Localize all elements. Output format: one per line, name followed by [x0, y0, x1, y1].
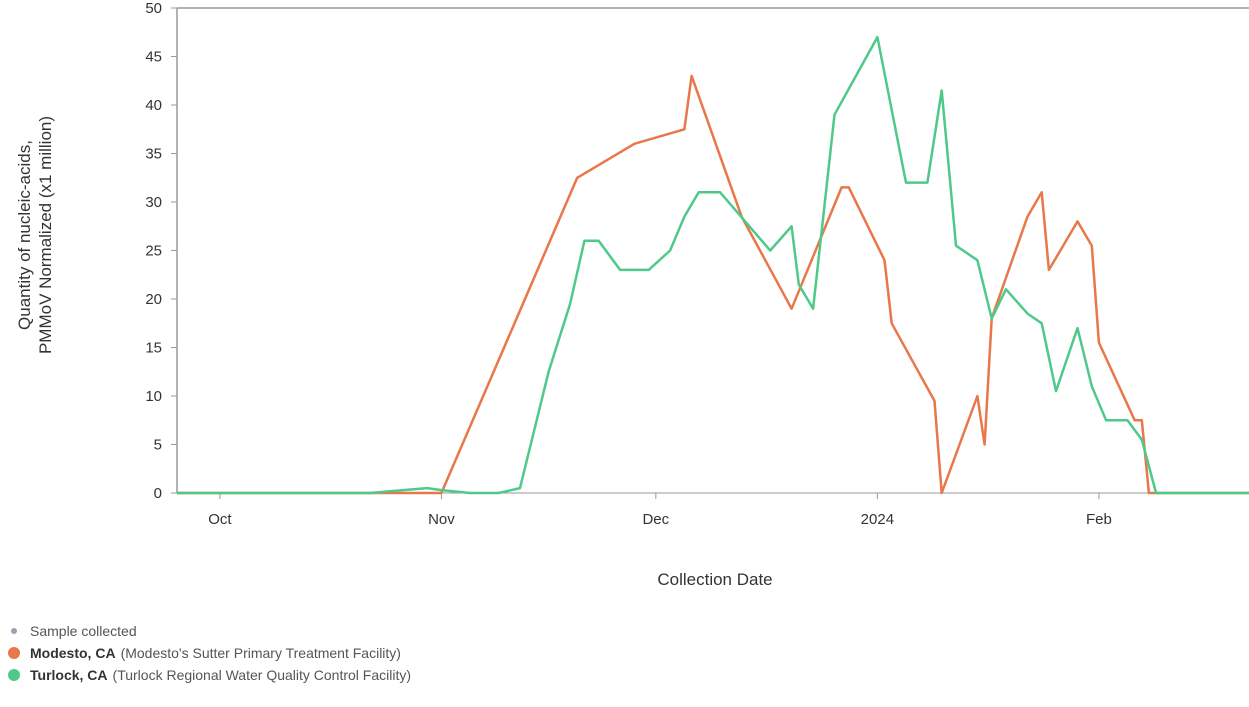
sample-dot-icon	[11, 628, 17, 634]
chart-plot-area	[177, 35, 1249, 495]
chart: 0 5 10 15 20 25 30 35 40 45 50 Oct Nov Dec 2024 Feb Qua…	[15, 0, 1249, 589]
legend-item-turlock[interactable]: Turlock, CA (Turlock Regional Water Qual…	[8, 664, 411, 686]
x-tick-label: Dec	[642, 511, 669, 528]
y-tick-label: 15	[145, 340, 162, 357]
series-color-dot-icon	[8, 647, 20, 659]
y-tick-label: 40	[145, 97, 162, 114]
y-tick-label: 35	[145, 146, 162, 163]
legend-site-facility: (Modesto's Sutter Primary Treatment Faci…	[120, 645, 401, 661]
y-tick-label: 25	[145, 243, 162, 260]
y-tick-label: 0	[154, 485, 162, 502]
y-axis-title-line-1: Quantity of nucleic-acids,	[15, 140, 34, 330]
legend-site-name: Turlock, CA	[30, 667, 108, 683]
chart-axes: 0 5 10 15 20 25 30 35 40 45 50 Oct Nov Dec 2024 Feb	[145, 0, 1249, 528]
x-tick-label: Oct	[208, 511, 232, 528]
x-tick-label: 2024	[861, 511, 894, 528]
x-axis-title: Collection Date	[657, 570, 772, 589]
series-line-turlock[interactable]	[177, 35, 1249, 495]
y-tick-label: 50	[145, 0, 162, 17]
series-color-dot-icon	[8, 669, 20, 681]
series-line-modesto[interactable]	[177, 74, 1249, 495]
legend-item-modesto[interactable]: Modesto, CA (Modesto's Sutter Primary Tr…	[8, 642, 411, 664]
x-tick-label: Feb	[1086, 511, 1112, 528]
y-tick-label: 30	[145, 194, 162, 211]
y-tick-label: 5	[154, 437, 162, 454]
legend-sample-label: Sample collected	[30, 623, 137, 639]
y-tick-label: 10	[145, 388, 162, 405]
legend-sample-row: Sample collected	[8, 620, 411, 642]
legend-site-facility: (Turlock Regional Water Quality Control …	[112, 667, 412, 683]
y-tick-label: 45	[145, 49, 162, 66]
y-axis-title-line-2: PMMoV Normalized (x1 million)	[36, 116, 55, 354]
legend: Sample collected Modesto, CA (Modesto's …	[8, 620, 411, 686]
legend-site-name: Modesto, CA	[30, 645, 116, 661]
y-tick-label: 20	[145, 291, 162, 308]
x-tick-label: Nov	[428, 511, 455, 528]
